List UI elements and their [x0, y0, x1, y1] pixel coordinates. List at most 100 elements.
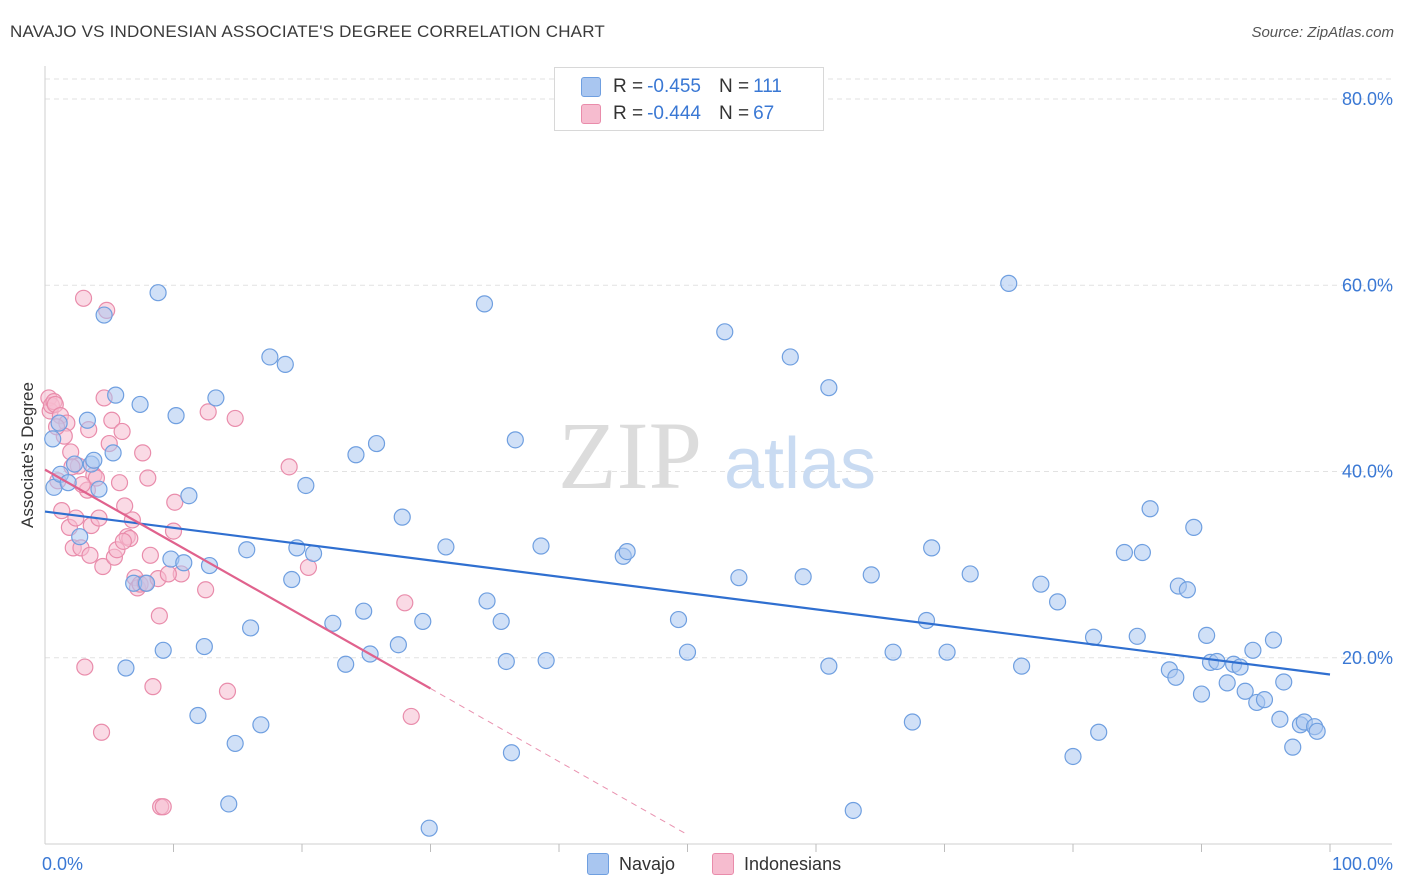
navajo-point: [730, 569, 748, 587]
indonesians-trend-line: [44, 468, 432, 690]
navajo-point: [716, 323, 734, 341]
navajo-point: [117, 659, 135, 677]
watermark-atlas: atlas: [724, 424, 876, 504]
navajo-point: [297, 476, 315, 495]
navajo-point: [180, 487, 198, 505]
navajo-legend-label: Navajo: [619, 853, 676, 874]
navajo-point: [1115, 543, 1134, 562]
indonesians-legend-label: Indonesians: [744, 853, 842, 874]
navajo-point: [1064, 747, 1082, 766]
navajo-point: [678, 643, 697, 661]
navajo-point: [65, 455, 84, 473]
indonesians-point: [103, 411, 121, 429]
navajo-point: [220, 795, 238, 813]
navajo-point: [226, 734, 244, 753]
indonesians-point: [199, 403, 217, 421]
indonesian-swatch: [581, 104, 601, 124]
navajo-point: [347, 446, 365, 464]
navajo-point: [71, 528, 89, 546]
navajo-point: [367, 434, 386, 453]
navajo-point: [1198, 626, 1216, 645]
navajo-point: [252, 716, 270, 734]
navajo-point: [1192, 685, 1211, 703]
navajo-point: [104, 444, 122, 462]
navajo-point: [175, 554, 193, 572]
y-tick-label: 60.0%: [1342, 275, 1393, 295]
y-tick-label: 40.0%: [1342, 462, 1393, 482]
indonesians-point: [141, 546, 159, 564]
indonesians-legend-swatch: [712, 853, 734, 875]
navajo-point: [820, 657, 838, 675]
navajo-point: [1000, 274, 1018, 292]
navajo-point: [669, 610, 688, 629]
navajo-point: [1048, 593, 1067, 611]
indonesians-point: [218, 682, 237, 700]
navajo-point: [532, 537, 550, 555]
indonesians-point: [154, 798, 172, 816]
indonesians-point: [113, 422, 131, 441]
navajo-point: [304, 544, 323, 563]
y-tick-label: 80.0%: [1342, 89, 1393, 109]
navajo-r-value: -0.455: [647, 76, 701, 97]
navajo-point: [794, 568, 812, 586]
navajo-point: [862, 566, 880, 584]
axes: [44, 66, 1392, 852]
navajo-point: [195, 637, 213, 656]
navajo-n-label: N =: [718, 76, 750, 97]
indonesians-point: [402, 707, 420, 726]
navajo-point: [781, 348, 799, 366]
navajo-point: [1284, 738, 1302, 756]
indonesians-point: [280, 458, 298, 476]
navajo-point: [923, 539, 941, 557]
navajo-point: [478, 592, 496, 610]
navajo-point: [95, 306, 113, 324]
y-tick-label: 20.0%: [1342, 648, 1393, 668]
indonesians-point: [92, 723, 111, 741]
navajo-point: [337, 655, 355, 673]
navajo-point: [1032, 575, 1050, 593]
stats-legend: R = -0.455 N = 111 R = -0.444 N = 67: [554, 67, 824, 131]
navajo-point: [414, 612, 432, 631]
navajo-point: [85, 451, 103, 469]
navajo-point: [844, 801, 862, 820]
indonesian-r-label: R =: [613, 103, 644, 124]
indonesians-point: [81, 546, 99, 564]
legend-item-navajo[interactable]: Navajo: [587, 852, 675, 876]
indonesians-point: [164, 522, 183, 540]
indonesians-point: [67, 509, 85, 527]
indonesian-n-label: N =: [718, 103, 750, 124]
legend-item-indonesians[interactable]: Indonesians: [712, 852, 841, 876]
x-tick-label: 100.0%: [1332, 854, 1393, 874]
navajo-point: [44, 430, 62, 448]
navajo-point: [820, 379, 838, 397]
navajo-point: [189, 706, 207, 725]
navajo-point: [420, 819, 438, 837]
navajo-point: [324, 614, 342, 632]
navajo-point: [261, 348, 279, 366]
navajo-point: [131, 395, 149, 414]
navajo-point: [355, 602, 373, 620]
gridlines: [45, 78, 1392, 659]
navajo-point: [1012, 657, 1031, 675]
navajo-point: [537, 651, 555, 670]
indonesian-n-value: 67: [753, 103, 775, 124]
indonesians-point: [53, 502, 71, 520]
navajo-point: [1218, 674, 1236, 692]
navajo-point: [497, 652, 515, 671]
navajo-point: [167, 407, 185, 425]
navajo-point: [618, 542, 636, 561]
navajo-point: [961, 565, 979, 583]
indonesian-r-value: -0.444: [647, 103, 701, 124]
watermark: ZIP atlas: [558, 402, 876, 509]
navajo-point: [1264, 631, 1283, 649]
indonesians-point: [197, 581, 215, 599]
indonesians-point: [166, 493, 184, 511]
indonesians-point: [226, 409, 244, 428]
navajo-point: [1244, 641, 1262, 659]
navajo-point: [149, 284, 167, 302]
navajo-point: [938, 643, 956, 661]
navajo-point: [1133, 543, 1151, 562]
indonesians-point: [159, 565, 177, 583]
navajo-point: [903, 713, 921, 731]
